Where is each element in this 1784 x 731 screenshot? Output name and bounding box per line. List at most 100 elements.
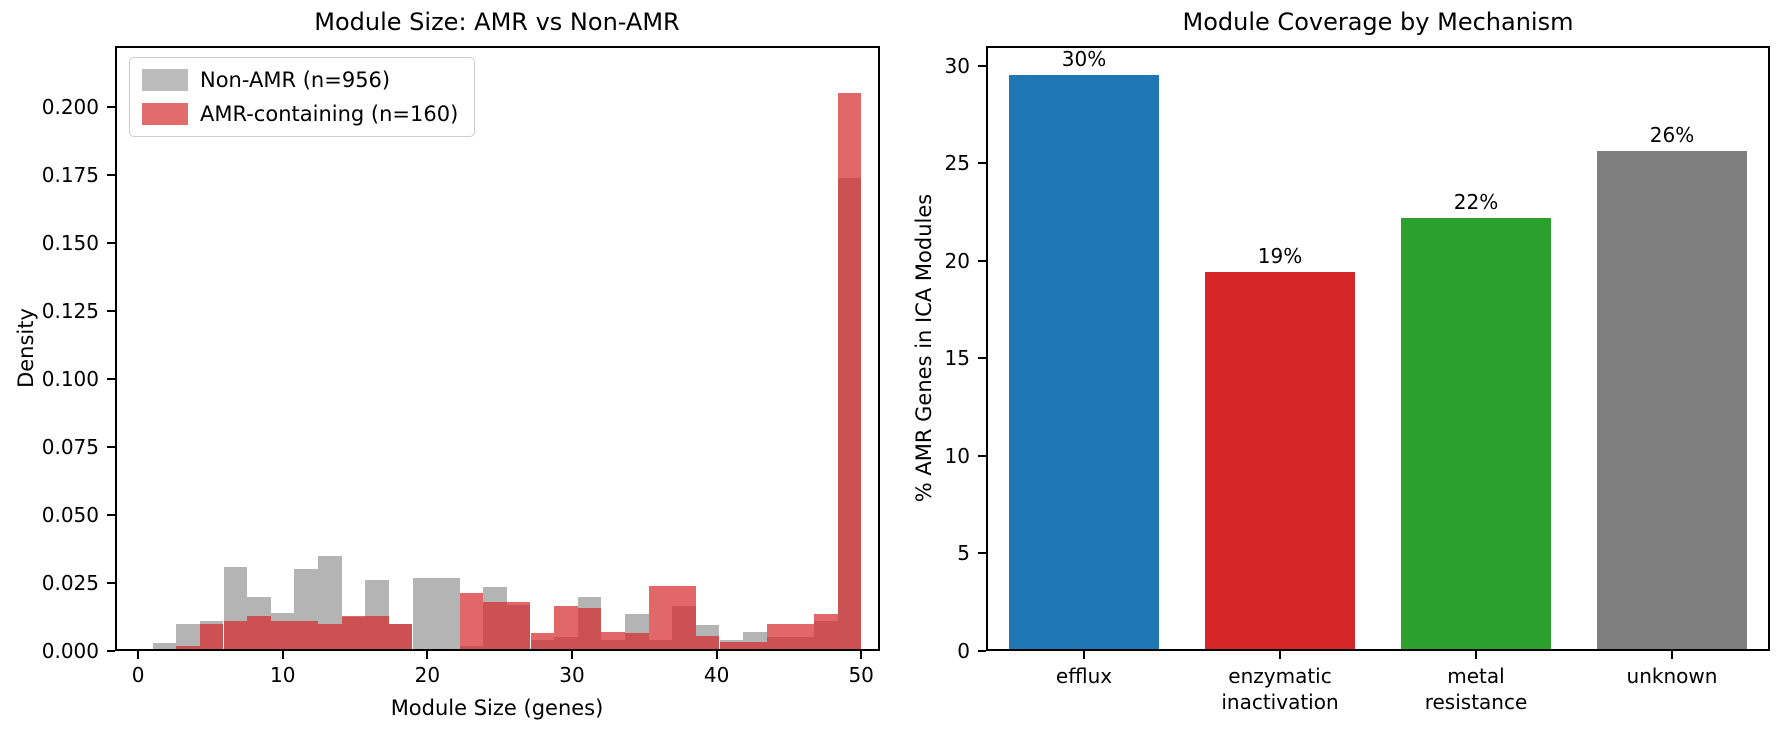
histogram-y-tick (107, 241, 115, 244)
histogram-bar-non-amr (436, 577, 460, 651)
histogram-y-tick-label: 0.100 (41, 366, 99, 391)
histogram-x-tick (860, 651, 863, 659)
bar-y-tick (978, 357, 986, 360)
histogram-y-axis-label: Density (14, 308, 38, 388)
histogram-y-tick-label: 0.050 (41, 502, 99, 527)
histogram-bar-amr (719, 641, 744, 651)
bar-y-tick (978, 259, 986, 262)
non-amr-legend-swatch (142, 69, 188, 91)
histogram-bar-amr (695, 636, 720, 651)
histogram-bar-non-amr (412, 577, 437, 651)
histogram-bar-amr (388, 623, 413, 651)
histogram-y-tick (107, 173, 115, 176)
category-label: metal resistance (1424, 664, 1528, 714)
histogram-bar-amr (813, 614, 838, 651)
bar-value-label: 26% (1649, 123, 1695, 148)
bar-y-tick (978, 162, 986, 165)
mechanism-bar-efflux (1009, 75, 1159, 651)
histogram-bar-amr (672, 585, 696, 651)
bar-value-label: 19% (1257, 244, 1303, 269)
bar-y-tick (978, 552, 986, 555)
mechanism-bar-unknown (1597, 151, 1747, 651)
bar-x-tick (1475, 651, 1477, 659)
histogram-y-tick-label: 0.150 (41, 230, 99, 255)
histogram-x-tick-label: 10 (270, 663, 296, 687)
bar-y-tick-label: 0 (957, 639, 970, 663)
histogram-legend: Non-AMR (n=956) AMR-containing (n=160) (129, 57, 476, 137)
histogram-bar-amr (176, 645, 200, 651)
histogram-bar-non-amr (176, 623, 200, 651)
bar-y-tick-label: 25 (944, 151, 970, 176)
legend-row-amr: AMR-containing (n=160) (142, 102, 458, 126)
histogram-bar-amr (294, 621, 318, 651)
bar-chart-title: Module Coverage by Mechanism (1182, 8, 1574, 36)
histogram-x-tick (281, 651, 284, 659)
histogram-bar-amr (554, 606, 578, 651)
histogram-x-tick-label: 20 (414, 663, 441, 687)
histogram-bar-amr (625, 633, 649, 651)
histogram-bar-amr (506, 602, 531, 651)
histogram-bar-amr (790, 623, 814, 651)
histogram-x-tick (715, 651, 718, 659)
bar-value-label: 22% (1453, 189, 1499, 214)
histogram-bar-amr (459, 592, 484, 651)
histogram-y-tick-label: 0.075 (41, 434, 99, 459)
histogram-y-tick-label: 0.025 (41, 570, 99, 595)
histogram-y-tick-label: 0.125 (41, 298, 99, 323)
histogram-bar-amr (247, 615, 271, 651)
histogram-x-tick (426, 651, 429, 659)
histogram-x-tick (570, 651, 573, 659)
histogram-bar-amr (530, 633, 555, 651)
mechanism-bar-enzymatic (1205, 272, 1355, 651)
histogram-bar-amr (270, 621, 295, 651)
histogram-bar-amr (365, 615, 389, 651)
histogram-bar-non-amr (152, 642, 177, 651)
histogram-bar-amr (743, 641, 767, 651)
amr-legend-label: AMR-containing (n=160) (200, 102, 459, 126)
bar-y-tick (978, 454, 986, 457)
histogram-y-tick-label: 0.175 (41, 162, 99, 187)
bar-y-tick (978, 650, 986, 652)
histogram-bar-amr (601, 632, 625, 651)
mechanism-bar-metal (1401, 217, 1551, 651)
histogram-y-tick (107, 445, 115, 448)
histogram-x-tick-label: 0 (131, 663, 145, 687)
histogram-bar-amr (766, 623, 791, 651)
histogram-bar-amr (341, 615, 366, 651)
bar-value-label: 30% (1061, 47, 1107, 72)
legend-row-non-amr: Non-AMR (n=956) (142, 68, 458, 92)
bar-y-tick-label: 30 (944, 53, 970, 78)
histogram-bar-amr (199, 623, 224, 651)
histogram-y-tick-label: 0.000 (41, 639, 99, 663)
bar-x-tick (1671, 651, 1673, 659)
bar-y-tick-label: 10 (944, 443, 970, 468)
histogram-x-tick-label: 30 (559, 663, 585, 687)
category-label: unknown (1626, 664, 1718, 688)
histogram-x-tick-label: 50 (848, 663, 874, 687)
histogram-y-tick (107, 309, 115, 312)
histogram-x-tick-label: 40 (703, 663, 730, 687)
category-label: efflux (1055, 664, 1113, 688)
histogram-y-tick (107, 650, 115, 652)
bar-y-tick-label: 15 (944, 346, 970, 371)
bar-chart-plot-area (986, 46, 1770, 651)
bar-y-tick-label: 20 (944, 248, 970, 273)
amr-legend-swatch (142, 103, 188, 125)
bar-chart-y-axis-label: % AMR Genes in ICA Modules (912, 193, 936, 503)
histogram-bar-amr (837, 93, 862, 651)
histogram-bar-amr (317, 623, 342, 651)
histogram-y-tick (107, 513, 115, 516)
histogram-y-tick (107, 105, 115, 108)
bar-x-tick (1083, 651, 1085, 659)
histogram-x-tick (137, 651, 140, 659)
histogram-x-axis-label: Module Size (genes) (390, 696, 604, 720)
non-amr-legend-label: Non-AMR (n=956) (200, 68, 391, 92)
category-label: enzymatic inactivation (1221, 664, 1339, 714)
histogram-bar-amr (483, 602, 507, 651)
histogram-y-tick (107, 581, 115, 584)
bar-y-tick (978, 64, 986, 67)
histogram-plot-area (115, 46, 880, 651)
bar-y-tick-label: 5 (957, 541, 970, 566)
histogram-y-tick-label: 0.200 (41, 94, 99, 119)
